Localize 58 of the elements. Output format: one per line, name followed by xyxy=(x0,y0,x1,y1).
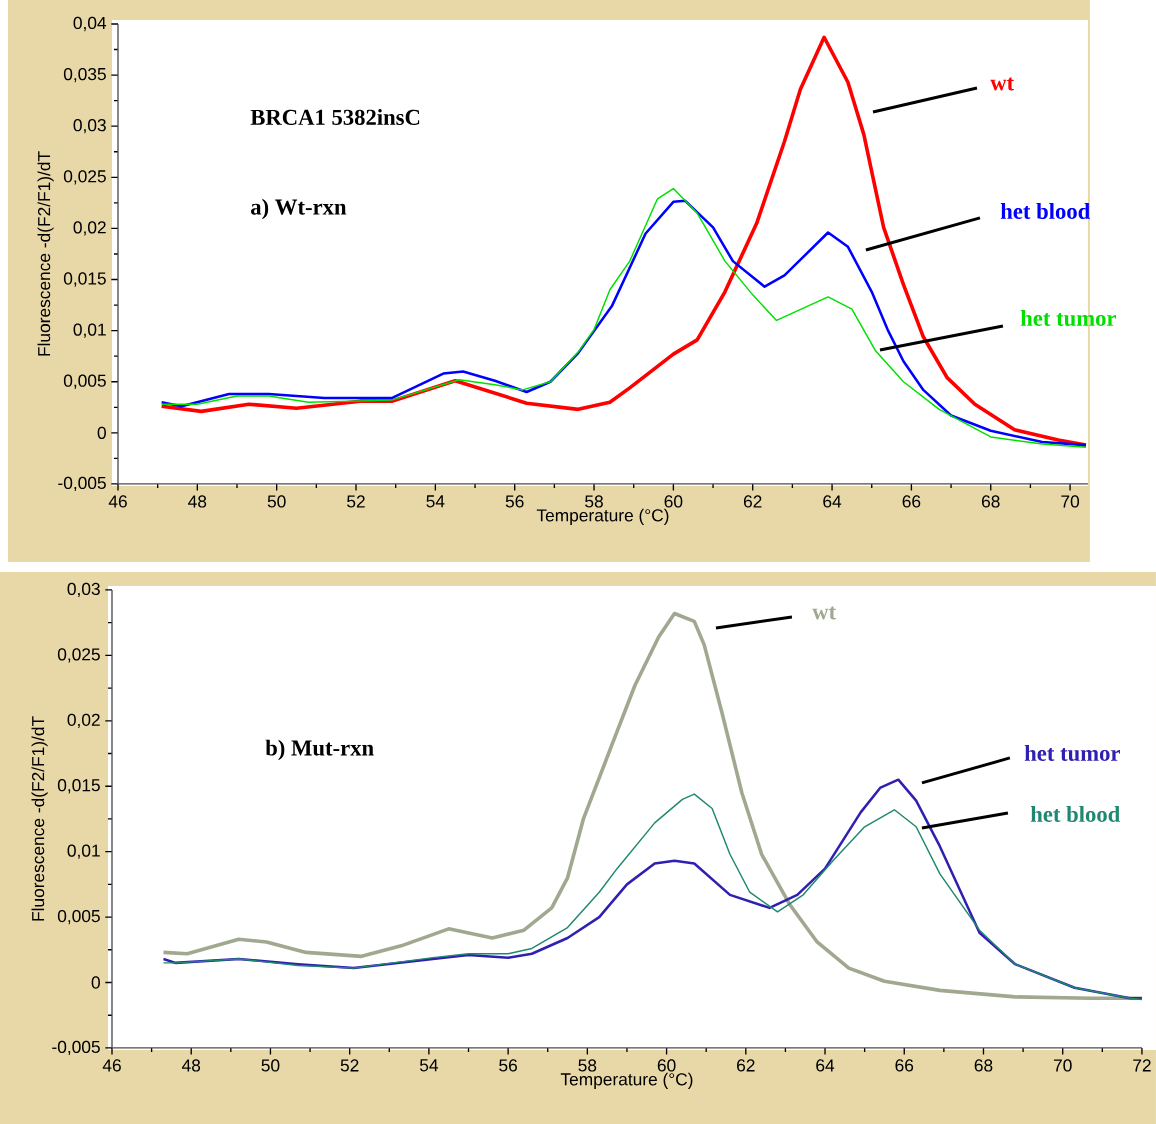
y-tick-label: 0 xyxy=(97,426,106,440)
annotation: b) Mut-rxn xyxy=(265,739,374,761)
y-tick-label: -0,005 xyxy=(52,1040,100,1056)
y-tick-label: 0,02 xyxy=(67,713,100,728)
x-axis-title: Temperature (°C) xyxy=(536,508,669,525)
x-tick-label: 58 xyxy=(585,495,603,508)
x-tick-label: 70 xyxy=(1053,1059,1072,1072)
text: het blood xyxy=(1000,203,1091,219)
y-axis-title: Fluorescence -d(F2/F1)/dT xyxy=(37,151,54,356)
y-tick-label: 0,015 xyxy=(57,779,100,794)
text: het tumor xyxy=(1020,309,1117,326)
y-tick-label: 0,005 xyxy=(63,374,106,389)
x-tick-label: 60 xyxy=(664,495,683,508)
y-tick-label: 0,04 xyxy=(73,16,107,32)
x-tick-label: 68 xyxy=(981,495,1000,508)
y-tick-label: 0 xyxy=(91,976,100,989)
y-tick-label: 0,025 xyxy=(57,648,100,663)
text: wt xyxy=(812,606,837,620)
y-axis-title: Fluorescence -d(F2/F1)/dT xyxy=(31,716,48,921)
x-tick-label: 52 xyxy=(347,495,365,508)
x-tick-label: 64 xyxy=(816,1059,835,1072)
y-tick-label: 0,01 xyxy=(67,844,100,859)
x-tick-label: 56 xyxy=(499,1059,518,1072)
x-tick-label: 54 xyxy=(426,495,445,508)
x-tick-label: 70 xyxy=(1061,495,1080,508)
y-tick-label: 0,02 xyxy=(73,221,106,236)
x-tick-label: 60 xyxy=(657,1059,676,1072)
x-tick-label: 66 xyxy=(895,1059,914,1072)
x-tick-label: 72 xyxy=(1133,1059,1151,1072)
text: het tumor xyxy=(1024,744,1120,761)
x-tick-label: 62 xyxy=(743,495,762,508)
x-tick-label: 52 xyxy=(340,1059,359,1072)
x-tick-label: 56 xyxy=(505,495,524,508)
x-tick-label: 50 xyxy=(261,1059,280,1072)
text: het blood xyxy=(1030,806,1121,822)
x-tick-label: 46 xyxy=(102,1059,121,1072)
x-tick-label: 50 xyxy=(267,495,286,508)
y-tick-label: 0,03 xyxy=(67,582,100,598)
x-tick-label: 48 xyxy=(188,495,207,508)
annotation: a) Wt-rxn xyxy=(250,198,347,220)
x-tick-label: 66 xyxy=(902,495,921,508)
x-axis-title: Temperature (°C) xyxy=(560,1072,693,1089)
y-tick-label: 0,035 xyxy=(63,67,106,83)
text: wt xyxy=(990,77,1015,91)
y-tick-label: 0,005 xyxy=(57,909,100,925)
x-tick-label: 58 xyxy=(578,1059,597,1072)
y-tick-label: 0,01 xyxy=(73,323,106,338)
x-tick-label: 68 xyxy=(974,1059,993,1072)
y-tick-label: 0,03 xyxy=(73,119,106,134)
x-tick-label: 46 xyxy=(108,495,127,508)
x-tick-label: 54 xyxy=(419,1059,439,1072)
x-tick-label: 62 xyxy=(737,1059,755,1072)
x-tick-label: 48 xyxy=(181,1059,201,1072)
x-tick-label: 64 xyxy=(823,495,842,508)
y-tick-label: -0,005 xyxy=(58,476,106,492)
annotation: BRCA1 5382insC xyxy=(250,109,420,125)
y-tick-label: 0,025 xyxy=(63,170,106,185)
y-tick-label: 0,015 xyxy=(63,272,106,287)
